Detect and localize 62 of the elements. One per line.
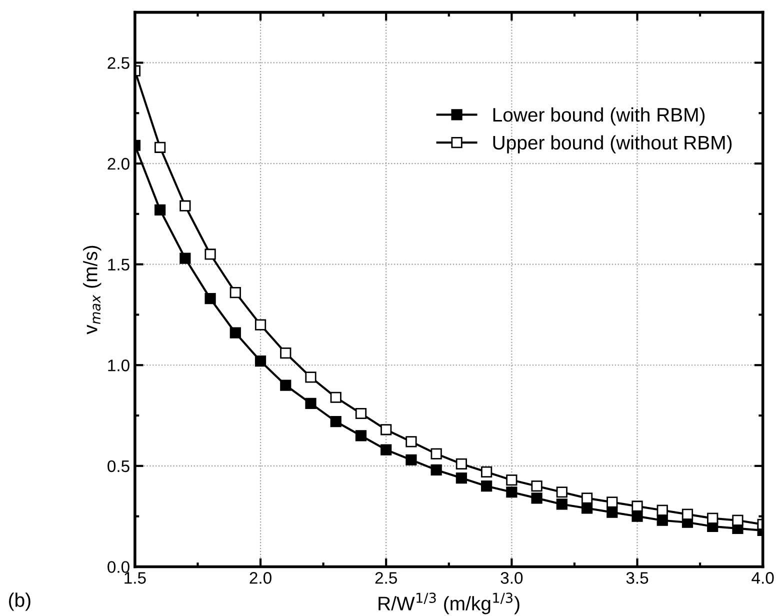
point	[204, 248, 216, 260]
point	[355, 408, 367, 420]
point	[632, 500, 643, 512]
point	[732, 514, 744, 526]
point	[230, 327, 241, 338]
point	[380, 444, 392, 456]
point	[506, 486, 518, 498]
point	[707, 512, 718, 524]
point	[506, 474, 518, 486]
point	[154, 204, 166, 216]
point	[556, 486, 568, 498]
point	[682, 508, 694, 520]
point	[180, 200, 191, 212]
point	[430, 448, 442, 460]
legend-label: Lower bound (with RBM)	[493, 107, 705, 126]
point	[380, 424, 392, 436]
point	[254, 356, 266, 367]
point	[305, 398, 316, 409]
y-tick-label: 1.0	[108, 360, 130, 372]
x-tick-label: 1.5	[124, 572, 146, 584]
point	[481, 466, 492, 478]
x-tick-label: 2.0	[250, 572, 272, 584]
point	[154, 142, 166, 153]
y-tick-label: 2.0	[108, 158, 130, 170]
point	[204, 293, 216, 304]
point	[581, 492, 593, 504]
point	[406, 454, 417, 466]
point	[531, 480, 542, 492]
legend-label: Upper bound (without RBM)	[493, 135, 732, 154]
x-tick-label: 2.5	[375, 572, 397, 584]
point	[330, 392, 342, 403]
point	[606, 506, 618, 518]
x-tick-label: 3.0	[500, 572, 523, 584]
point	[280, 380, 292, 391]
x-axis-title: R/W$^{1/3}$ (m/kg$^{1/3}$)	[378, 592, 520, 614]
point	[656, 504, 668, 516]
point	[180, 252, 191, 264]
point	[656, 514, 668, 526]
point	[632, 510, 643, 522]
text: (b)	[9, 592, 30, 611]
point	[254, 319, 266, 330]
point	[456, 472, 468, 484]
y-tick-label: 0.0	[108, 561, 130, 573]
point	[581, 502, 593, 514]
point	[456, 458, 468, 470]
point	[556, 498, 568, 510]
point	[355, 430, 367, 442]
y-tick-label: 0.5	[108, 460, 130, 472]
point	[406, 436, 417, 448]
point	[481, 480, 492, 492]
y-tick-label: 1.5	[108, 258, 130, 271]
y-axis-title: v$_{max}$ (m/s)	[83, 246, 102, 334]
x-tick-label: 3.5	[626, 572, 648, 584]
point	[606, 496, 618, 508]
y-tick-label: 2.5	[108, 57, 130, 69]
point	[305, 372, 316, 383]
point	[230, 286, 241, 298]
point	[430, 464, 442, 476]
point	[330, 416, 342, 428]
point	[531, 492, 542, 504]
x-tick-label: 4.0	[752, 572, 774, 584]
point	[280, 347, 292, 359]
